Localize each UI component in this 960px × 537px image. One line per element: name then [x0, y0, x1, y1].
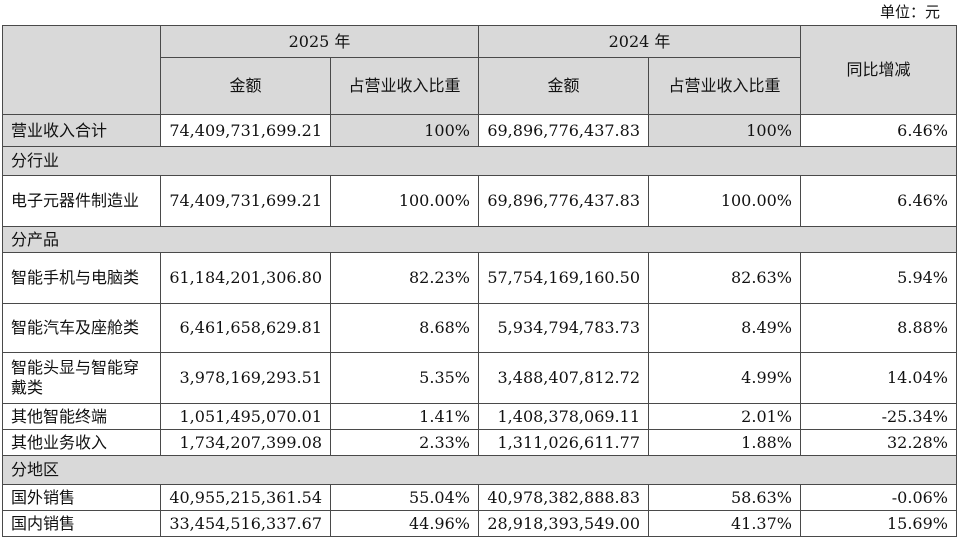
amount-2024: 69,896,776,437.83	[478, 175, 649, 227]
yoy-change: 32.28%	[800, 429, 957, 456]
header-amount-2024: 金额	[478, 57, 649, 115]
section-industry: 分行业	[2, 146, 957, 176]
amount-2025: 33,454,516,337.67	[160, 510, 331, 537]
share-2024: 8.49%	[648, 303, 801, 353]
amount-2025: 74,409,731,699.21	[160, 114, 331, 147]
amount-2024: 5,934,794,783.73	[478, 303, 649, 353]
amount-2025: 6,461,658,629.81	[160, 303, 331, 353]
share-2025: 5.35%	[330, 352, 479, 404]
table-row: 智能手机与电脑类 61,184,201,306.80 82.23% 57,754…	[2, 252, 957, 304]
share-2024: 82.63%	[648, 252, 801, 304]
share-2025: 100.00%	[330, 175, 479, 227]
amount-2025: 3,978,169,293.51	[160, 352, 331, 404]
amount-2025: 1,734,207,399.08	[160, 429, 331, 456]
section-row: 分地区	[2, 455, 957, 485]
share-2025: 44.96%	[330, 510, 479, 537]
share-2024: 100.00%	[648, 175, 801, 227]
table-row: 营业收入合计 74,409,731,699.21 100% 69,896,776…	[2, 114, 957, 147]
row-label: 智能手机与电脑类	[2, 252, 161, 304]
row-label: 国外销售	[2, 484, 161, 511]
yoy-change: -0.06%	[800, 484, 957, 511]
amount-2024: 1,408,378,069.11	[478, 403, 649, 430]
section-product: 分产品	[2, 226, 957, 253]
amount-2024: 69,896,776,437.83	[478, 114, 649, 147]
share-2024: 2.01%	[648, 403, 801, 430]
share-2024: 41.37%	[648, 510, 801, 537]
header-year-2024: 2024 年	[478, 25, 801, 58]
table-row: 智能头显与智能穿戴类 3,978,169,293.51 5.35% 3,488,…	[2, 352, 957, 404]
unit-label: 单位：元	[879, 3, 940, 21]
amount-2025: 74,409,731,699.21	[160, 175, 331, 227]
amount-2024: 57,754,169,160.50	[478, 252, 649, 304]
section-region: 分地区	[2, 455, 957, 485]
row-label: 国内销售	[2, 510, 161, 537]
table-row: 电子元器件制造业 74,409,731,699.21 100.00% 69,89…	[2, 175, 957, 227]
share-2025: 100%	[330, 114, 479, 147]
amount-2025: 61,184,201,306.80	[160, 252, 331, 304]
yoy-change: 6.46%	[800, 175, 957, 227]
section-row: 分行业	[2, 146, 957, 176]
amount-2024: 40,978,382,888.83	[478, 484, 649, 511]
header-amount-2025: 金额	[160, 57, 331, 115]
table-row: 其他业务收入 1,734,207,399.08 2.33% 1,311,026,…	[2, 429, 957, 456]
row-label: 智能头显与智能穿戴类	[2, 352, 161, 404]
revenue-table: 2025 年 2024 年 同比增减 金额 占营业收入比重 金额 占营业收入比重…	[2, 25, 957, 537]
amount-2024: 28,918,393,549.00	[478, 510, 649, 537]
amount-2024: 1,311,026,611.77	[478, 429, 649, 456]
amount-2024: 3,488,407,812.72	[478, 352, 649, 404]
row-label: 其他业务收入	[2, 429, 161, 456]
header-year-2025: 2025 年	[160, 25, 479, 58]
yoy-change: 5.94%	[800, 252, 957, 304]
table-row: 智能汽车及座舱类 6,461,658,629.81 8.68% 5,934,79…	[2, 303, 957, 353]
yoy-change: -25.34%	[800, 403, 957, 430]
share-2025: 55.04%	[330, 484, 479, 511]
share-2024: 1.88%	[648, 429, 801, 456]
share-2025: 82.23%	[330, 252, 479, 304]
share-2024: 4.99%	[648, 352, 801, 404]
row-label: 营业收入合计	[2, 114, 161, 147]
amount-2025: 1,051,495,070.01	[160, 403, 331, 430]
row-label: 电子元器件制造业	[2, 175, 161, 227]
share-2025: 2.33%	[330, 429, 479, 456]
header-share-2024: 占营业收入比重	[648, 57, 801, 115]
amount-2025: 40,955,215,361.54	[160, 484, 331, 511]
table-row: 国外销售 40,955,215,361.54 55.04% 40,978,382…	[2, 484, 957, 511]
share-2024: 100%	[648, 114, 801, 147]
table-row: 其他智能终端 1,051,495,070.01 1.41% 1,408,378,…	[2, 403, 957, 430]
section-row: 分产品	[2, 226, 957, 253]
yoy-change: 15.69%	[800, 510, 957, 537]
row-label: 智能汽车及座舱类	[2, 303, 161, 353]
share-2025: 8.68%	[330, 303, 479, 353]
yoy-change: 8.88%	[800, 303, 957, 353]
header-share-2025: 占营业收入比重	[330, 57, 479, 115]
table-row: 国内销售 33,454,516,337.67 44.96% 28,918,393…	[2, 510, 957, 537]
header-yoy: 同比增减	[800, 25, 957, 115]
share-2025: 1.41%	[330, 403, 479, 430]
row-label: 其他智能终端	[2, 403, 161, 430]
yoy-change: 14.04%	[800, 352, 957, 404]
share-2024: 58.63%	[648, 484, 801, 511]
yoy-change: 6.46%	[800, 114, 957, 147]
header-blank-cell	[2, 25, 161, 115]
